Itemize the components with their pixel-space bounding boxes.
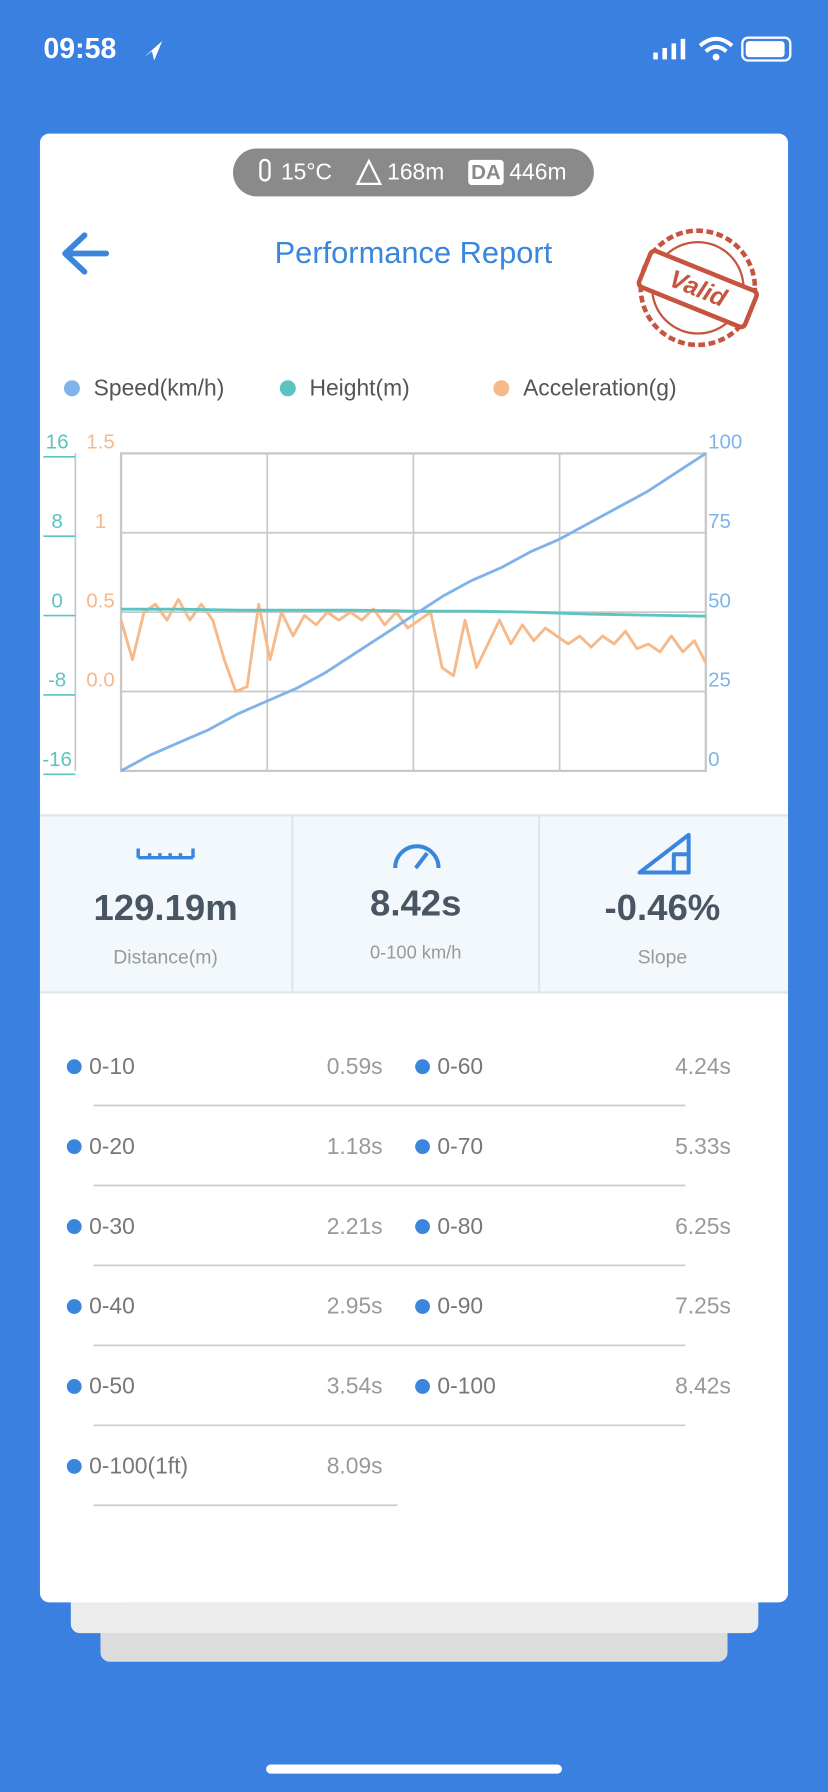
split-dot <box>415 1379 430 1394</box>
chart: Speed(km/h) Height(m) Acceleration(g) 16 8 0 -… <box>42 374 742 776</box>
stat-label: Distance(m) <box>113 946 218 968</box>
home-indicator <box>266 1764 562 1774</box>
y3-tick-label: 1 <box>95 510 106 533</box>
split-time: 7.25s <box>675 1293 731 1319</box>
stat-value: 8.42s <box>370 882 461 923</box>
stat-value: 129.19m <box>93 887 237 928</box>
conditions-pill <box>232 148 594 197</box>
split-label: 0-40 <box>89 1293 135 1319</box>
split-time: 2.95s <box>327 1293 383 1319</box>
split-label: 0-20 <box>89 1133 135 1159</box>
location-icon <box>143 41 163 61</box>
temperature: 15°C <box>281 159 332 185</box>
y2-tick-label: 50 <box>708 589 731 612</box>
stat-label: 0-100 km/h <box>370 941 461 962</box>
split-time: 8.42s <box>675 1373 731 1399</box>
split-label: 0-70 <box>437 1133 483 1159</box>
signal-icon <box>653 38 686 60</box>
split-dot <box>66 1458 82 1474</box>
wifi-dot <box>712 53 720 61</box>
y3-tick-label: 0.0 <box>86 669 115 692</box>
split-label: 0-30 <box>89 1213 135 1239</box>
stat-value: -0.46% <box>605 887 721 928</box>
clock: 09:58 <box>43 33 116 65</box>
da-badge: DA <box>471 161 501 184</box>
y-tick-label: -8 <box>48 669 66 692</box>
y-tick-label: -16 <box>42 748 72 771</box>
split-time: 3.54s <box>327 1373 383 1399</box>
y-tick-label: 0 <box>51 589 62 612</box>
stats-panel <box>39 814 789 994</box>
split-time: 2.21s <box>327 1213 383 1239</box>
series-line <box>120 452 707 773</box>
legend-marker <box>63 380 80 397</box>
battery-level <box>745 41 785 58</box>
y2-tick-label: 25 <box>708 669 731 692</box>
legend-marker <box>279 380 296 397</box>
split-label: 0-100 <box>437 1373 495 1399</box>
series-line <box>119 598 708 693</box>
speedometer-needle <box>414 851 429 870</box>
y3-tick-label: 0.5 <box>86 589 115 612</box>
valid-stamp: Valid <box>636 228 759 348</box>
y2-tick-label: 75 <box>708 510 731 533</box>
split-dot <box>415 1299 430 1314</box>
split-time: 6.25s <box>675 1213 731 1239</box>
y-tick-label: 16 <box>46 431 69 454</box>
battery <box>741 36 792 62</box>
stat-label: Slope <box>638 946 688 968</box>
split-time: 1.18s <box>327 1133 383 1159</box>
legend-marker <box>493 380 510 397</box>
split-time: 4.24s <box>675 1053 731 1079</box>
split-dot <box>66 1379 82 1394</box>
y3-tick-label: 1.5 <box>86 431 115 454</box>
split-label: 0-10 <box>89 1053 135 1079</box>
split-time: 8.09s <box>327 1453 383 1479</box>
series-line <box>121 607 706 618</box>
altitude: 168m <box>387 159 444 185</box>
legend-label: Height(m) <box>310 374 410 400</box>
back-button[interactable] <box>62 232 110 275</box>
distance-icon <box>136 848 195 860</box>
splits: 0-10 0.59s 0-60 4.24s 0-20 1.18s 0-70 5.33s 0-30… <box>66 1053 731 1507</box>
split-dot <box>415 1219 430 1235</box>
split-label: 0-90 <box>437 1293 483 1319</box>
speedometer-icon <box>393 844 441 869</box>
split-dot <box>415 1139 430 1155</box>
split-label: 0-50 <box>89 1373 135 1399</box>
split-time: 0.59s <box>327 1053 383 1079</box>
split-dot <box>66 1059 82 1075</box>
split-label: 0-100(1ft) <box>89 1453 188 1479</box>
stats: 129.19m Distance(m) 8.42s 0-100 km/h -0.46% S… <box>93 882 720 968</box>
split-label: 0-80 <box>437 1213 483 1239</box>
da-badge-bg <box>468 159 504 186</box>
y2-tick-label: 0 <box>708 748 719 771</box>
wifi-icon <box>698 36 734 53</box>
split-dot <box>66 1219 82 1235</box>
thermometer-icon <box>259 158 271 182</box>
mountain-icon <box>355 158 383 186</box>
split-label: 0-60 <box>437 1053 483 1079</box>
y2-tick-label: 100 <box>708 431 742 454</box>
legend-label: Speed(km/h) <box>94 374 225 400</box>
stamp-band <box>636 248 759 330</box>
split-dot <box>66 1299 82 1314</box>
density-altitude: 446m <box>509 159 566 185</box>
legend-label: Acceleration(g) <box>523 374 677 400</box>
y-tick-label: 8 <box>51 510 62 533</box>
split-dot <box>415 1059 430 1075</box>
split-time: 5.33s <box>675 1133 731 1159</box>
split-dot <box>66 1139 82 1155</box>
slope-icon <box>637 832 691 875</box>
page-title: Performance Report <box>275 235 553 270</box>
